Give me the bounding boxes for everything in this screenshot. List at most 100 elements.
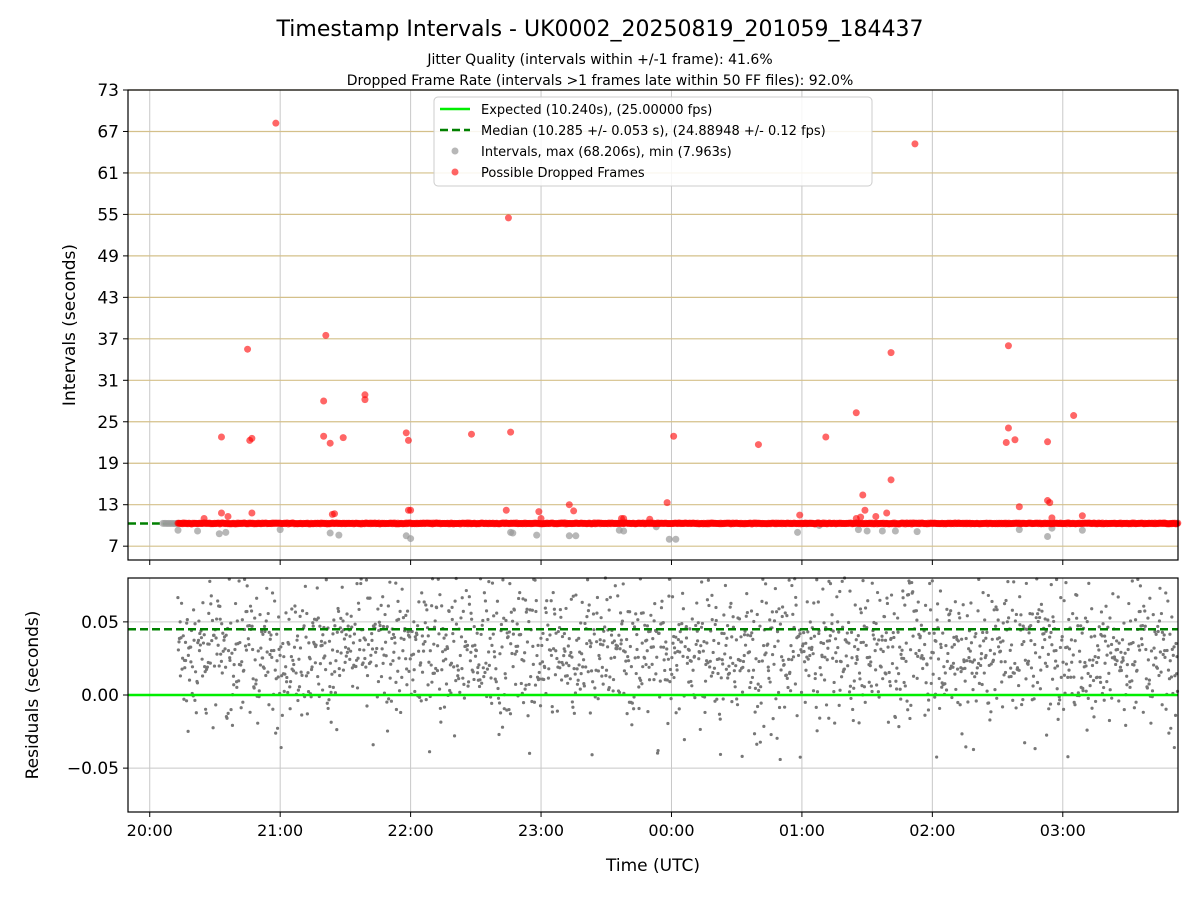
- residual-point: [837, 703, 841, 708]
- residual-point: [586, 578, 590, 582]
- interval-point: [672, 535, 680, 543]
- dropped-frame-point: [1002, 439, 1010, 446]
- residual-point: [538, 662, 542, 666]
- residual-point: [222, 638, 226, 642]
- residual-point: [1025, 627, 1029, 631]
- residual-point: [1133, 618, 1138, 622]
- residual-point: [324, 578, 328, 582]
- residual-point: [1030, 612, 1035, 616]
- dropped-frame-point: [320, 397, 328, 405]
- residual-point: [1095, 675, 1099, 679]
- residual-point: [718, 717, 722, 721]
- residual-point: [384, 654, 388, 658]
- residual-point: [262, 666, 266, 670]
- residual-point: [252, 686, 256, 690]
- residual-point: [432, 642, 436, 646]
- residual-point: [674, 635, 678, 639]
- residual-point: [831, 656, 835, 660]
- residual-point: [987, 701, 991, 705]
- residual-point: [961, 603, 965, 607]
- residual-point: [749, 680, 753, 685]
- dropped-frame-point: [857, 513, 865, 521]
- residual-point: [892, 635, 896, 640]
- residual-point: [226, 711, 230, 715]
- residual-point: [903, 603, 907, 607]
- residual-point: [733, 685, 737, 689]
- residual-point: [838, 589, 842, 594]
- residual-point: [388, 580, 392, 584]
- residual-point: [401, 615, 406, 620]
- residual-point: [1159, 611, 1164, 616]
- residual-point: [734, 638, 739, 642]
- residual-point: [717, 712, 722, 716]
- residual-point: [735, 697, 739, 701]
- residual-point: [1005, 620, 1009, 624]
- residual-point: [426, 634, 430, 638]
- legend-entry-expected: Expected (10.240s), (25.00000 fps): [481, 103, 712, 118]
- residual-point: [927, 698, 931, 702]
- residual-point: [1058, 698, 1062, 702]
- residual-point: [429, 663, 433, 667]
- residual-point: [358, 648, 362, 652]
- residual-point: [1086, 696, 1090, 700]
- residual-point: [616, 594, 620, 598]
- residual-point: [1069, 638, 1074, 642]
- residual-point: [480, 623, 484, 627]
- residual-point: [494, 680, 498, 684]
- residual-point: [969, 641, 974, 645]
- residual-point: [268, 637, 272, 641]
- legend-dropped-swatch: [451, 168, 459, 176]
- residual-point: [537, 677, 542, 681]
- residual-point: [298, 646, 303, 650]
- residual-point: [531, 662, 535, 666]
- residual-point: [1061, 707, 1066, 711]
- residual-point: [1141, 710, 1145, 714]
- residual-point: [1055, 687, 1059, 691]
- residual-point: [1084, 664, 1088, 668]
- residual-point: [854, 638, 858, 642]
- residual-point: [1171, 653, 1175, 657]
- residual-point: [248, 604, 253, 608]
- residual-point: [579, 672, 583, 676]
- dropped-frame-point: [272, 119, 280, 127]
- residual-point: [1069, 675, 1073, 679]
- residual-point: [524, 683, 528, 687]
- residual-point: [328, 661, 332, 665]
- residual-point: [329, 690, 333, 694]
- residual-point: [200, 674, 205, 678]
- residual-point: [835, 595, 839, 599]
- residual-point: [465, 643, 470, 648]
- residual-point: [537, 670, 541, 675]
- residual-point: [300, 609, 305, 613]
- residual-point: [510, 619, 515, 623]
- residual-point: [728, 656, 733, 660]
- residual-point: [687, 648, 691, 652]
- residual-point: [1158, 586, 1162, 590]
- residual-point: [239, 706, 243, 710]
- residual-point: [1151, 613, 1155, 617]
- residual-point: [333, 691, 338, 695]
- residual-point: [484, 661, 488, 665]
- residual-point: [344, 633, 348, 637]
- residual-point: [767, 676, 771, 680]
- residual-point: [244, 648, 249, 652]
- residual-point: [939, 642, 943, 646]
- residual-point: [583, 621, 587, 626]
- residual-point: [853, 603, 857, 607]
- residual-point: [598, 657, 602, 661]
- interval-point: [509, 529, 517, 537]
- residual-point: [776, 639, 780, 643]
- residual-point: [185, 618, 189, 622]
- dropped-frame-point: [1048, 514, 1056, 522]
- residual-point: [570, 700, 574, 704]
- residual-point: [242, 668, 246, 672]
- residual-point: [727, 664, 731, 668]
- residual-point: [1088, 658, 1092, 662]
- residual-point: [269, 649, 274, 653]
- residual-point: [737, 617, 742, 621]
- residual-point: [618, 647, 622, 651]
- residual-point: [764, 601, 768, 605]
- residual-point: [604, 668, 609, 672]
- residual-point: [292, 662, 296, 667]
- residual-point: [996, 618, 1000, 622]
